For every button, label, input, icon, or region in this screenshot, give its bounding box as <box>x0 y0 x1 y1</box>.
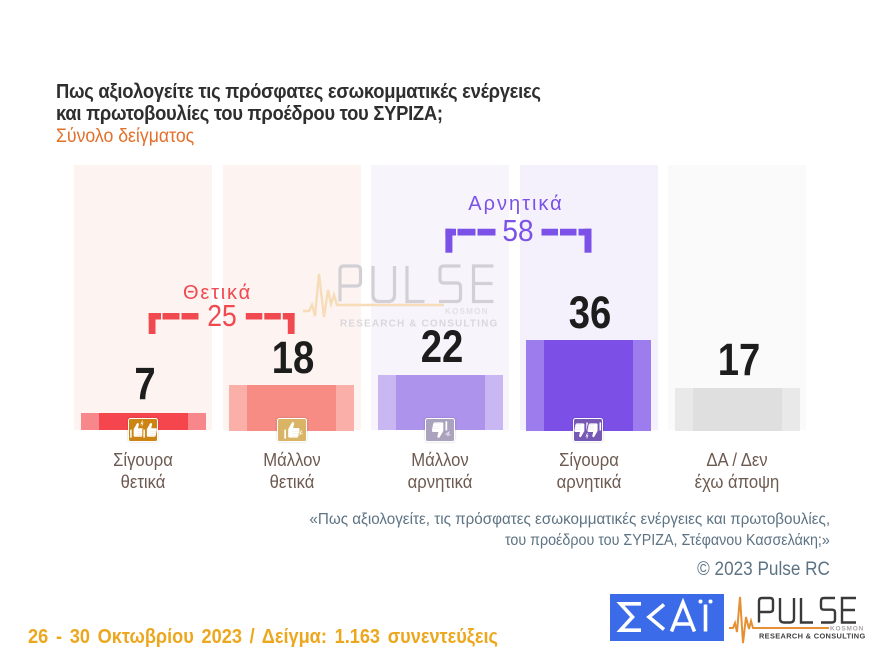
svg-text:KOSMON: KOSMON <box>830 626 864 633</box>
svg-text:KOSMON: KOSMON <box>445 307 489 316</box>
svg-text:RESEARCH & CONSULTING: RESEARCH & CONSULTING <box>759 632 866 641</box>
svg-text:RESEARCH & CONSULTING: RESEARCH & CONSULTING <box>340 319 498 330</box>
